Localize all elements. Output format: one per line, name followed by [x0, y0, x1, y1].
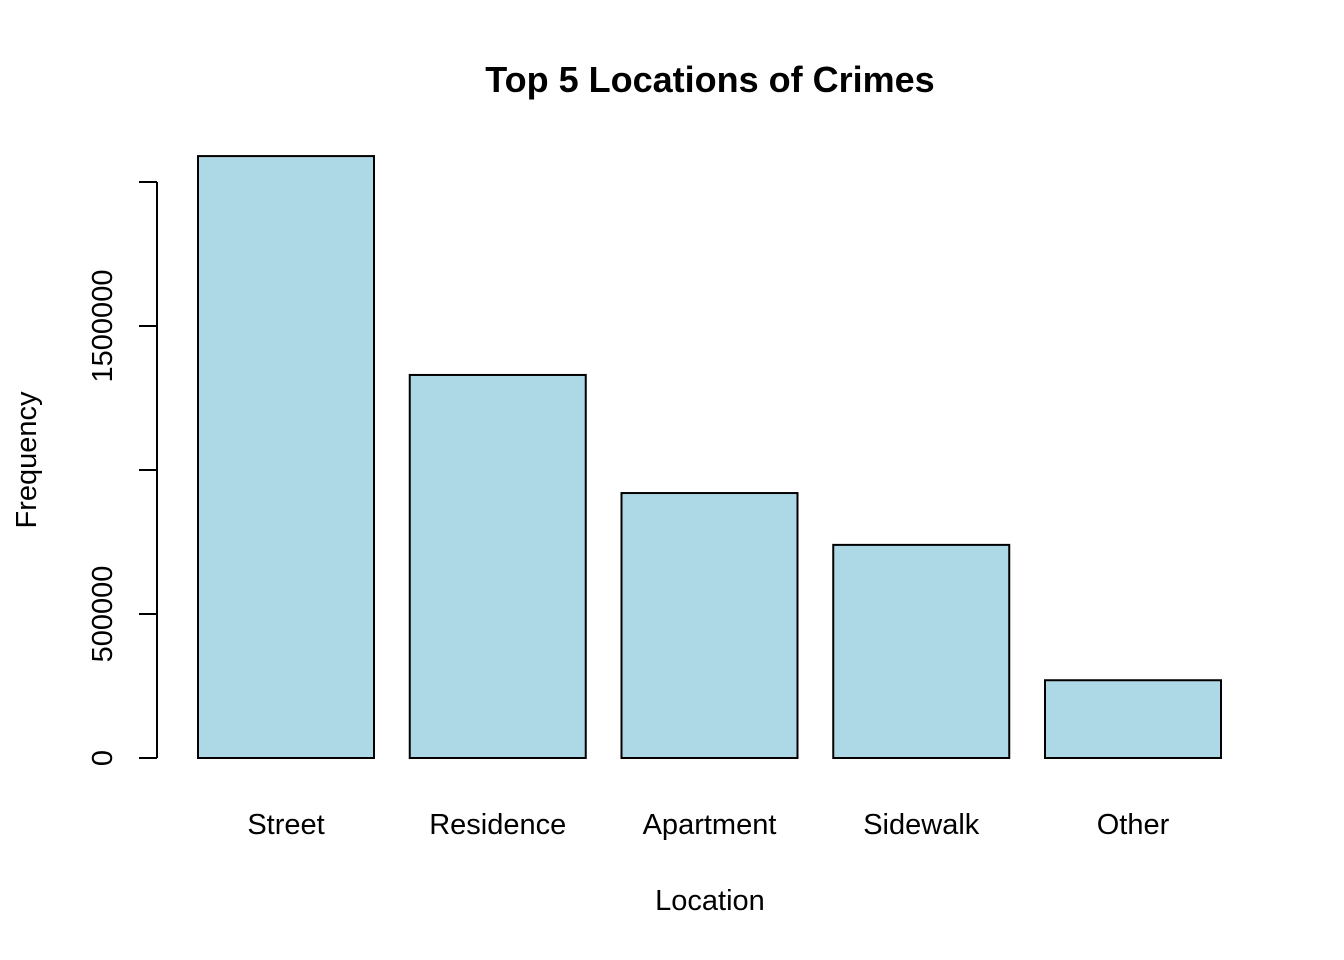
x-tick-label-residence: Residence — [429, 809, 566, 841]
y-tick-label-500000: 500000 — [87, 566, 119, 663]
bar-residence — [408, 373, 587, 759]
x-tick-label-other: Other — [1097, 809, 1170, 841]
x-axis-label: Location — [655, 885, 765, 917]
x-tick-label-street: Street — [247, 809, 324, 841]
bars-group — [197, 155, 1222, 759]
y-axis: 0 500000 1500000 — [87, 181, 158, 766]
chart-title: Top 5 Locations of Crimes — [485, 59, 934, 100]
y-tick-label-1500000: 1500000 — [87, 270, 119, 383]
x-tick-label-apartment: Apartment — [643, 809, 777, 841]
x-tick-label-sidewalk: Sidewalk — [863, 809, 980, 841]
bar-other — [1044, 679, 1222, 759]
bar-apartment — [620, 492, 799, 759]
bar-street — [197, 155, 375, 759]
y-axis-label: Frequency — [11, 391, 43, 529]
bar-sidewalk — [832, 543, 1011, 759]
y-tick-label-0: 0 — [87, 750, 119, 766]
x-tick-labels: Street Residence Apartment Sidewalk Other — [247, 809, 1169, 841]
